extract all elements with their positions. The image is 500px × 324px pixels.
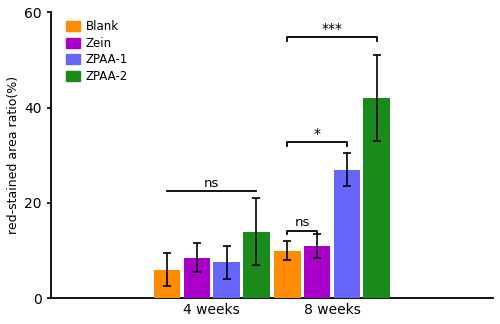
- Bar: [184, 258, 210, 298]
- Y-axis label: red-stained area ratio(%): red-stained area ratio(%): [7, 76, 20, 234]
- Text: ***: ***: [322, 22, 342, 36]
- Text: ns: ns: [204, 177, 220, 190]
- Bar: [154, 270, 180, 298]
- Bar: [274, 250, 300, 298]
- Text: *: *: [314, 127, 320, 141]
- Text: ns: ns: [294, 216, 310, 229]
- Legend: Blank, Zein, ZPAA-1, ZPAA-2: Blank, Zein, ZPAA-1, ZPAA-2: [61, 16, 133, 87]
- Bar: [304, 246, 330, 298]
- Bar: [364, 98, 390, 298]
- Bar: [243, 232, 270, 298]
- Bar: [334, 169, 360, 298]
- Bar: [214, 262, 240, 298]
